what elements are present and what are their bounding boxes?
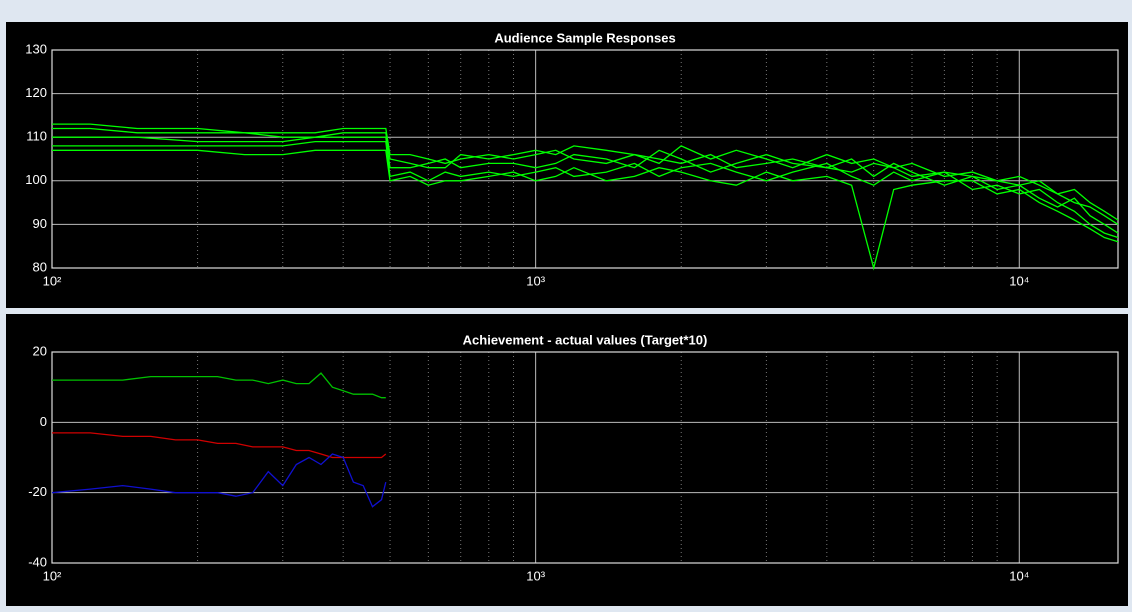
y-tick-label: 120	[25, 85, 47, 100]
y-tick-label: 80	[33, 259, 47, 274]
y-tick-label: 100	[25, 172, 47, 187]
series-line	[52, 136, 1119, 234]
panel	[6, 314, 1128, 606]
y-tick-label: 90	[33, 216, 47, 231]
x-tick-label: 10³	[526, 568, 545, 583]
series-line	[52, 432, 387, 459]
series-line	[52, 149, 1119, 271]
axes-box	[51, 351, 1119, 564]
y-tick-label: -40	[28, 554, 47, 569]
series-line	[52, 372, 386, 399]
series-line	[52, 140, 1119, 239]
x-tick-label: 10²	[43, 273, 62, 288]
y-tick-label: 0	[40, 414, 47, 429]
panel	[6, 22, 1128, 308]
x-tick-label: 10⁴	[1009, 568, 1029, 583]
chart-title: Achievement - actual values (Target*10)	[463, 332, 708, 347]
series-line	[52, 127, 1119, 221]
series-line	[51, 453, 387, 508]
axes-box	[51, 49, 1119, 269]
x-tick-label: 10²	[43, 568, 62, 583]
y-tick-label: 20	[33, 343, 47, 358]
chart-title: Audience Sample Responses	[494, 30, 675, 45]
x-tick-label: 10³	[526, 273, 545, 288]
y-tick-label: 130	[25, 41, 47, 56]
x-tick-label: 10⁴	[1009, 273, 1029, 288]
y-tick-label: -20	[28, 484, 47, 499]
y-tick-label: 110	[26, 129, 47, 144]
